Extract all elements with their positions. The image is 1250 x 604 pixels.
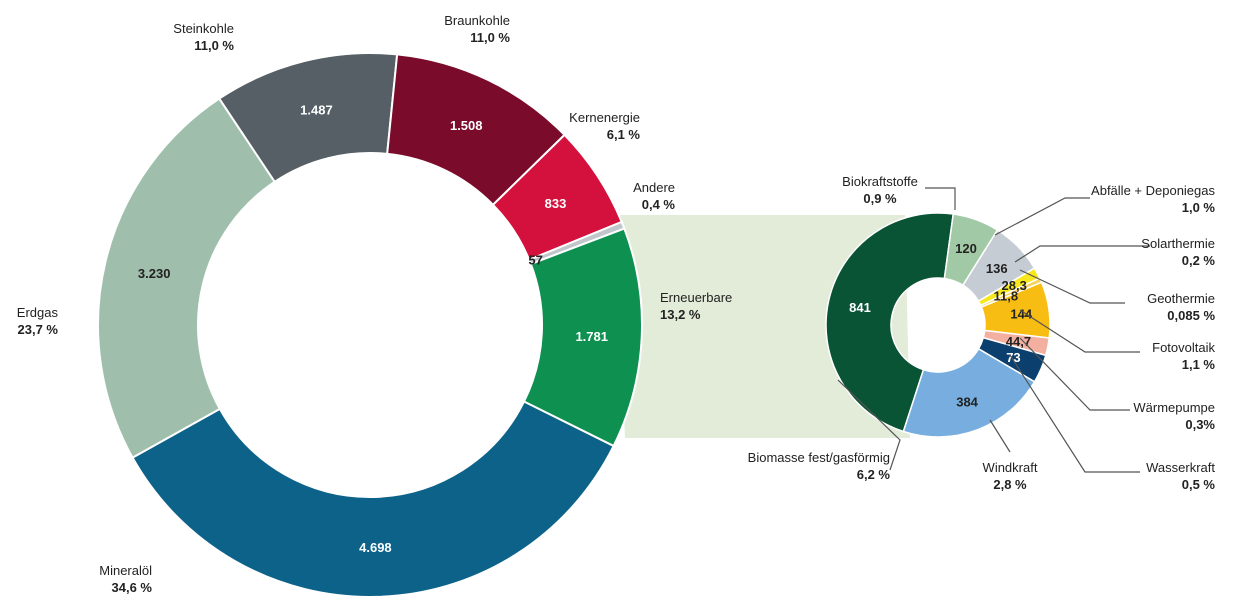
value-label-biomasse-fest-gasfoermig: 841: [849, 300, 871, 315]
name-label-wasserkraft: Wasserkraft: [1146, 460, 1215, 475]
share-label-biomasse-fest-gasfoermig: 6,2 %: [857, 467, 891, 482]
value-label-waermepumpe: 44,7: [1006, 334, 1031, 349]
name-label-braunkohle: Braunkohle: [444, 13, 510, 28]
value-label-andere: 57: [528, 253, 542, 268]
leader-line-wasserkraft: [1009, 354, 1140, 473]
value-label-mineraloel: 4.698: [359, 540, 392, 555]
share-label-erdgas: 23,7 %: [18, 322, 59, 337]
label-leader-lines: [837, 187, 1150, 473]
slice-windkraft: [902, 347, 1036, 438]
value-label-geothermie: 11,8: [994, 288, 1019, 303]
slice-erneuerbare: [522, 227, 643, 448]
name-label-geothermie: Geothermie: [1147, 291, 1215, 306]
share-label-andere: 0,4 %: [642, 197, 676, 212]
name-label-erdgas: Erdgas: [17, 305, 59, 320]
name-label-fotovoltaik: Fotovoltaik: [1152, 340, 1215, 355]
slice-mineraloel: [131, 400, 615, 599]
share-label-erneuerbare: 13,2 %: [660, 307, 701, 322]
share-label-solarthermie: 0,2 %: [1182, 253, 1216, 268]
share-label-abfaelle-deponiegas: 1,0 %: [1182, 200, 1216, 215]
share-label-mineraloel: 34,6 %: [112, 580, 153, 595]
value-label-fotovoltaik: 144: [1010, 307, 1032, 322]
slice-biomasse-fest-gasfoermig: [825, 212, 955, 433]
primary-energy-donut: 4.698 3.230 1.487 1.508 833 57 1.781: [97, 52, 643, 599]
name-label-erneuerbare: Erneuerbare: [660, 290, 732, 305]
leader-line-biomasse-fest-gasfoermig: [837, 379, 901, 471]
name-label-steinkohle: Steinkohle: [173, 21, 234, 36]
slice-labels: Mineralöl 34,6 % Erdgas 23,7 % Steinkohle 11,…: [17, 13, 1216, 595]
leader-line-solarthermie: [1014, 245, 1150, 263]
name-label-solarthermie: Solarthermie: [1141, 236, 1215, 251]
leader-line-windkraft: [989, 419, 1011, 453]
share-label-geothermie: 0,085 %: [1167, 308, 1215, 323]
share-label-kernenergie: 6,1 %: [607, 127, 641, 142]
name-label-kernenergie: Kernenergie: [569, 110, 640, 125]
share-label-biokraftstoffe: 0,9 %: [863, 191, 897, 206]
value-label-erdgas: 3.230: [138, 266, 171, 281]
leader-line-geothermie: [1019, 269, 1125, 304]
leader-line-biokraftstoffe: [925, 187, 956, 210]
name-label-mineraloel: Mineralöl: [99, 563, 152, 578]
renewables-breakdown-donut: 841 120 136 28,311,8 144 44,773 384: [825, 212, 1051, 438]
value-label-biokraftstoffe: 120: [955, 241, 977, 256]
share-label-braunkohle: 11,0 %: [470, 30, 510, 45]
share-label-waermepumpe: 0,3%: [1185, 417, 1215, 432]
value-label-windkraft: 384: [956, 395, 978, 410]
share-label-fotovoltaik: 1,1 %: [1182, 357, 1216, 372]
value-label-erneuerbare: 1.781: [575, 329, 608, 344]
value-label-wasserkraft: 73: [1006, 350, 1020, 365]
name-label-windkraft: Windkraft: [983, 460, 1038, 475]
name-label-andere: Andere: [633, 180, 675, 195]
leader-line-waermepumpe: [1019, 337, 1130, 411]
slice-erdgas: [97, 97, 277, 460]
share-label-windkraft: 2,8 %: [993, 477, 1027, 492]
name-label-biomasse-fest-gasfoermig: Biomasse fest/gasförmig: [748, 450, 890, 465]
value-label-braunkohle: 1.508: [450, 118, 483, 133]
share-label-wasserkraft: 0,5 %: [1182, 477, 1216, 492]
name-label-waermepumpe: Wärmepumpe: [1133, 400, 1215, 415]
leader-line-abfaelle-deponiegas: [994, 197, 1090, 236]
name-label-abfaelle-deponiegas: Abfälle + Deponiegas: [1091, 183, 1215, 198]
value-label-steinkohle: 1.487: [300, 103, 333, 118]
value-label-kernenergie: 833: [545, 196, 567, 211]
value-label-solarthermie: 28,3: [1002, 278, 1027, 293]
name-label-biokraftstoffe: Biokraftstoffe: [842, 174, 918, 189]
breakdown-connector-band: [615, 215, 910, 438]
leader-line-fotovoltaik: [1019, 309, 1140, 353]
share-label-steinkohle: 11,0 %: [194, 38, 234, 53]
value-label-abfaelle-deponiegas: 136: [986, 261, 1008, 276]
